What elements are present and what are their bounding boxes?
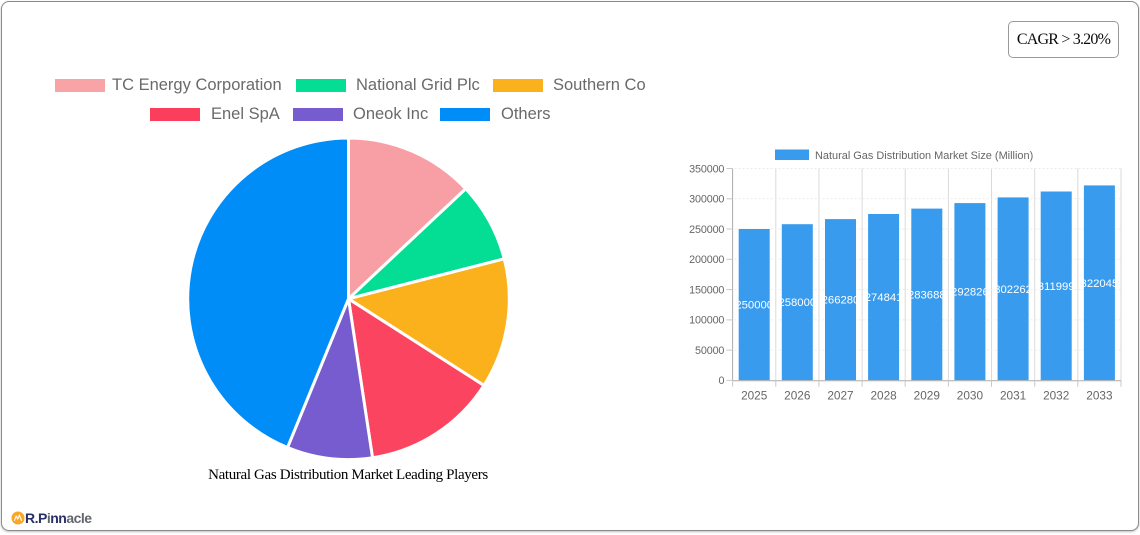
svg-text:250000: 250000 — [689, 224, 724, 236]
svg-text:274841: 274841 — [865, 292, 903, 304]
svg-text:302262: 302262 — [994, 284, 1032, 296]
svg-text:292826: 292826 — [951, 287, 989, 299]
svg-text:2025: 2025 — [741, 389, 768, 403]
svg-text:2029: 2029 — [914, 389, 940, 403]
svg-text:266280: 266280 — [822, 295, 860, 307]
svg-text:2032: 2032 — [1043, 389, 1069, 403]
svg-text:150000: 150000 — [689, 284, 724, 296]
svg-text:250000: 250000 — [735, 300, 773, 312]
svg-text:2031: 2031 — [1000, 389, 1026, 403]
svg-text:100000: 100000 — [689, 315, 724, 327]
svg-text:311999: 311999 — [1038, 281, 1075, 293]
svg-text:350000: 350000 — [689, 163, 724, 175]
svg-text:50000: 50000 — [695, 345, 724, 357]
svg-text:2028: 2028 — [870, 389, 897, 403]
svg-text:322045: 322045 — [1081, 278, 1119, 290]
svg-text:258000: 258000 — [778, 297, 816, 309]
svg-text:2030: 2030 — [957, 389, 984, 403]
svg-text:2027: 2027 — [827, 389, 853, 403]
svg-text:283688: 283688 — [908, 289, 946, 301]
svg-text:0: 0 — [718, 375, 724, 387]
svg-text:300000: 300000 — [689, 194, 724, 206]
svg-text:2033: 2033 — [1086, 389, 1113, 403]
svg-text:2026: 2026 — [784, 389, 811, 403]
svg-text:200000: 200000 — [689, 254, 724, 266]
svg-text:Natural Gas Distribution Marke: Natural Gas Distribution Market Size (Mi… — [815, 150, 1033, 162]
